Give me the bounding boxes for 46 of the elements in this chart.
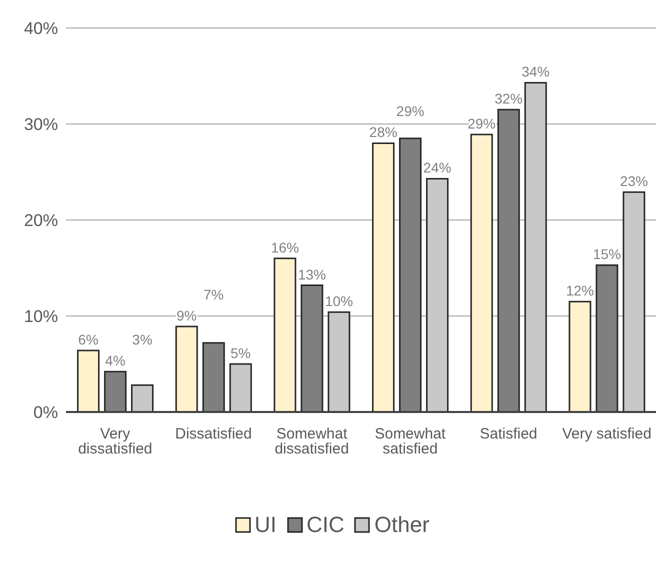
data-label: 5% bbox=[230, 345, 251, 361]
y-tick-label: 20% bbox=[24, 211, 58, 230]
data-label: 9% bbox=[176, 308, 197, 324]
data-label: 29% bbox=[396, 103, 424, 120]
legend-label: Other bbox=[373, 512, 430, 538]
x-tick-label: Dissatisfied bbox=[175, 426, 252, 443]
y-tick-label: 30% bbox=[24, 115, 58, 134]
data-label: 24% bbox=[423, 160, 452, 176]
x-tick-label: Very satisfied bbox=[562, 426, 652, 443]
data-label: 13% bbox=[298, 266, 326, 282]
bar bbox=[274, 258, 296, 412]
bar bbox=[372, 142, 395, 412]
data-label: 34% bbox=[522, 64, 550, 80]
bar bbox=[497, 108, 520, 412]
bar bbox=[175, 326, 198, 412]
legend-label: CIC bbox=[306, 512, 344, 538]
bar bbox=[131, 384, 154, 412]
x-tick-label: Very dissatisfied bbox=[78, 426, 152, 458]
data-label: 23% bbox=[620, 173, 648, 190]
legend-label: UI bbox=[254, 512, 277, 538]
y-tick-label: 10% bbox=[24, 307, 58, 326]
bar bbox=[399, 138, 422, 412]
data-label: 15% bbox=[592, 246, 621, 262]
data-label: 32% bbox=[494, 90, 523, 107]
x-tick-label: Somewhat satisfied bbox=[374, 426, 446, 458]
data-label: 7% bbox=[204, 286, 224, 302]
bar bbox=[104, 370, 127, 412]
data-label: 3% bbox=[132, 332, 152, 348]
bar bbox=[470, 134, 493, 412]
data-label: 29% bbox=[468, 116, 496, 132]
bar bbox=[568, 300, 592, 412]
x-tick-label: Satisfied bbox=[480, 426, 538, 443]
bar bbox=[596, 264, 618, 412]
data-label: 6% bbox=[78, 332, 98, 348]
x-tick-label: Somewhat dissatisfied bbox=[274, 426, 349, 458]
bar bbox=[300, 284, 324, 412]
y-tick-label: 0% bbox=[33, 403, 58, 422]
data-label: 4% bbox=[105, 352, 126, 369]
bar bbox=[77, 350, 100, 412]
y-tick-label: 40% bbox=[24, 19, 58, 38]
data-label: 16% bbox=[270, 239, 299, 256]
bar bbox=[229, 363, 252, 412]
data-label: 12% bbox=[566, 282, 594, 299]
data-label: 28% bbox=[369, 124, 398, 140]
bar bbox=[202, 342, 225, 412]
data-label: 10% bbox=[324, 293, 353, 310]
